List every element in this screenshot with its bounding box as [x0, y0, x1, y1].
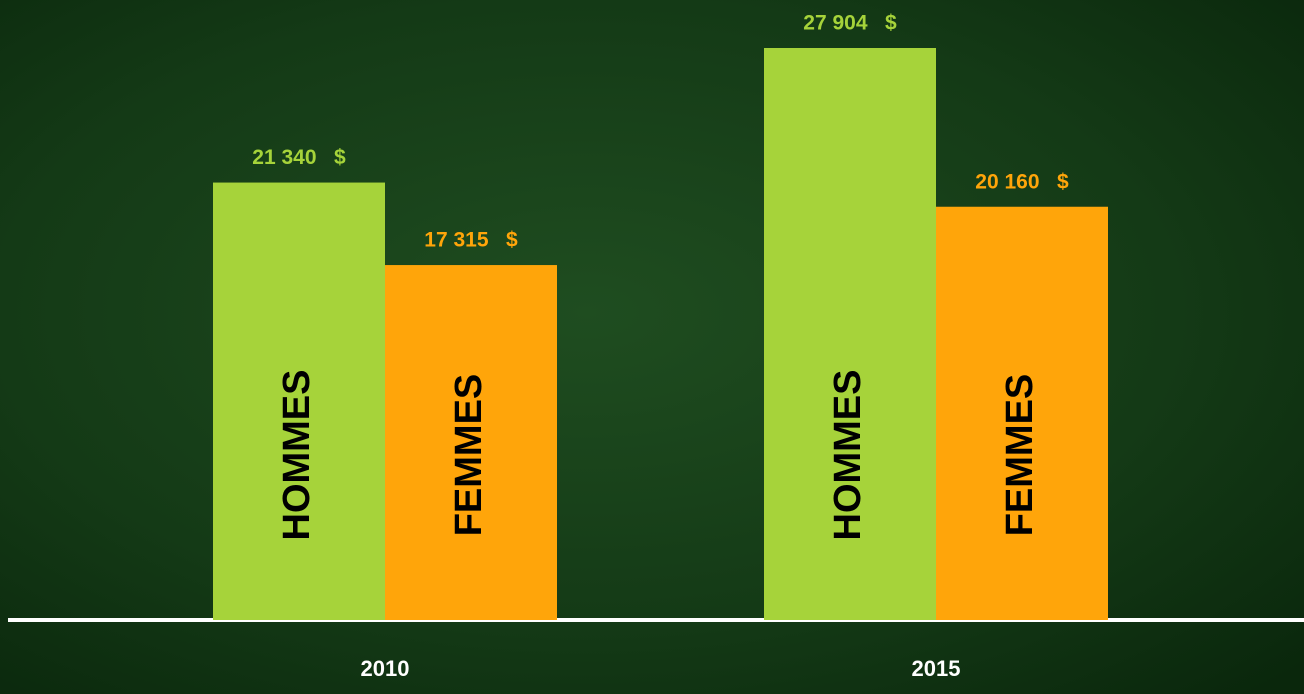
value-label: 17 315 $ — [424, 229, 518, 252]
series-label: FEMMES — [448, 374, 490, 537]
series-label: HOMMES — [827, 370, 869, 541]
value-label: 20 160 $ — [975, 170, 1069, 193]
value-label: 27 904 $ — [803, 12, 897, 35]
x-tick-label: 2010 — [361, 656, 410, 681]
bar — [385, 265, 557, 620]
series-label: FEMMES — [999, 374, 1041, 537]
series-label: HOMMES — [276, 370, 318, 541]
x-tick-label: 2015 — [912, 656, 961, 681]
bar — [213, 182, 385, 620]
bar — [936, 206, 1108, 621]
value-label: 21 340 $ — [252, 146, 346, 169]
bar — [764, 48, 936, 620]
